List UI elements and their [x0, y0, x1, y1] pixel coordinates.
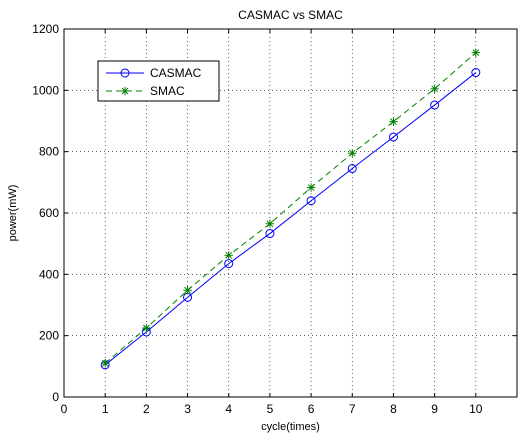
y-tick-label: 600 — [39, 206, 59, 220]
legend-label-smac: SMAC — [150, 84, 185, 98]
data-point-smac — [183, 286, 192, 295]
x-tick-label: 4 — [225, 402, 232, 416]
series-group — [100, 48, 481, 370]
data-point-casmac — [430, 100, 440, 110]
x-tick-label: 10 — [469, 402, 483, 416]
legend-marker-smac — [120, 86, 130, 96]
data-point-casmac — [224, 259, 234, 269]
x-tick-label: 8 — [390, 402, 397, 416]
marker-stroke — [472, 49, 480, 56]
data-point-smac — [265, 219, 275, 228]
legend-marker-casmac — [120, 68, 130, 78]
marker-stroke — [431, 85, 438, 93]
data-point-casmac — [347, 164, 357, 174]
x-tick-label: 6 — [308, 402, 315, 416]
marker-stroke — [266, 220, 274, 228]
marker-stroke — [101, 359, 109, 367]
y-tick-label: 0 — [52, 390, 59, 404]
y-axis-label: power(mW) — [7, 185, 19, 242]
marker-stroke — [225, 251, 233, 259]
x-axis-label: cycle(times) — [261, 421, 320, 433]
y-tick-label: 800 — [39, 145, 59, 159]
y-tick-label: 400 — [39, 267, 59, 281]
marker-stroke — [348, 149, 356, 157]
series-line-smac — [104, 52, 477, 364]
axes: 0 1 2 3 4 5 6 7 8 9 10 0 200 400 600 800 1000 1200 — [32, 22, 517, 416]
data-point-casmac — [388, 132, 398, 142]
data-point-smac — [430, 84, 439, 93]
data-point-smac — [348, 149, 357, 158]
data-point-smac — [224, 251, 233, 260]
legend: CASMAC SMAC — [97, 60, 220, 102]
marker-stroke — [143, 324, 150, 332]
marker-stroke — [390, 118, 397, 125]
x-tick-label: 2 — [143, 402, 150, 416]
data-point-casmac — [471, 68, 481, 78]
x-tick-label: 5 — [267, 402, 274, 416]
y-tick-label: 1200 — [32, 22, 59, 36]
marker-stroke — [184, 286, 191, 294]
legend-box — [97, 60, 220, 102]
series-line-casmac — [104, 72, 477, 366]
chart-title: CASMAC vs SMAC — [238, 8, 343, 22]
data-point-smac — [389, 117, 398, 126]
y-tick-label: 200 — [39, 329, 59, 343]
x-tick-label: 7 — [349, 402, 356, 416]
legend-label-casmac: CASMAC — [150, 66, 202, 80]
data-point-casmac — [265, 229, 275, 239]
x-tick-label: 1 — [102, 402, 109, 416]
data-point-smac — [100, 359, 110, 368]
data-point-smac — [471, 48, 481, 57]
x-tick-label: 0 — [61, 402, 68, 416]
grid — [64, 29, 517, 397]
series-smac — [100, 48, 481, 368]
y-tick-label: 1000 — [32, 83, 59, 97]
marker-stroke — [121, 87, 129, 95]
data-point-casmac — [306, 196, 316, 206]
marker-stroke — [307, 184, 315, 191]
x-tick-label: 9 — [431, 402, 438, 416]
data-point-smac — [142, 323, 151, 333]
series-casmac — [100, 68, 481, 370]
data-point-smac — [306, 183, 316, 192]
x-tick-label: 3 — [184, 402, 191, 416]
